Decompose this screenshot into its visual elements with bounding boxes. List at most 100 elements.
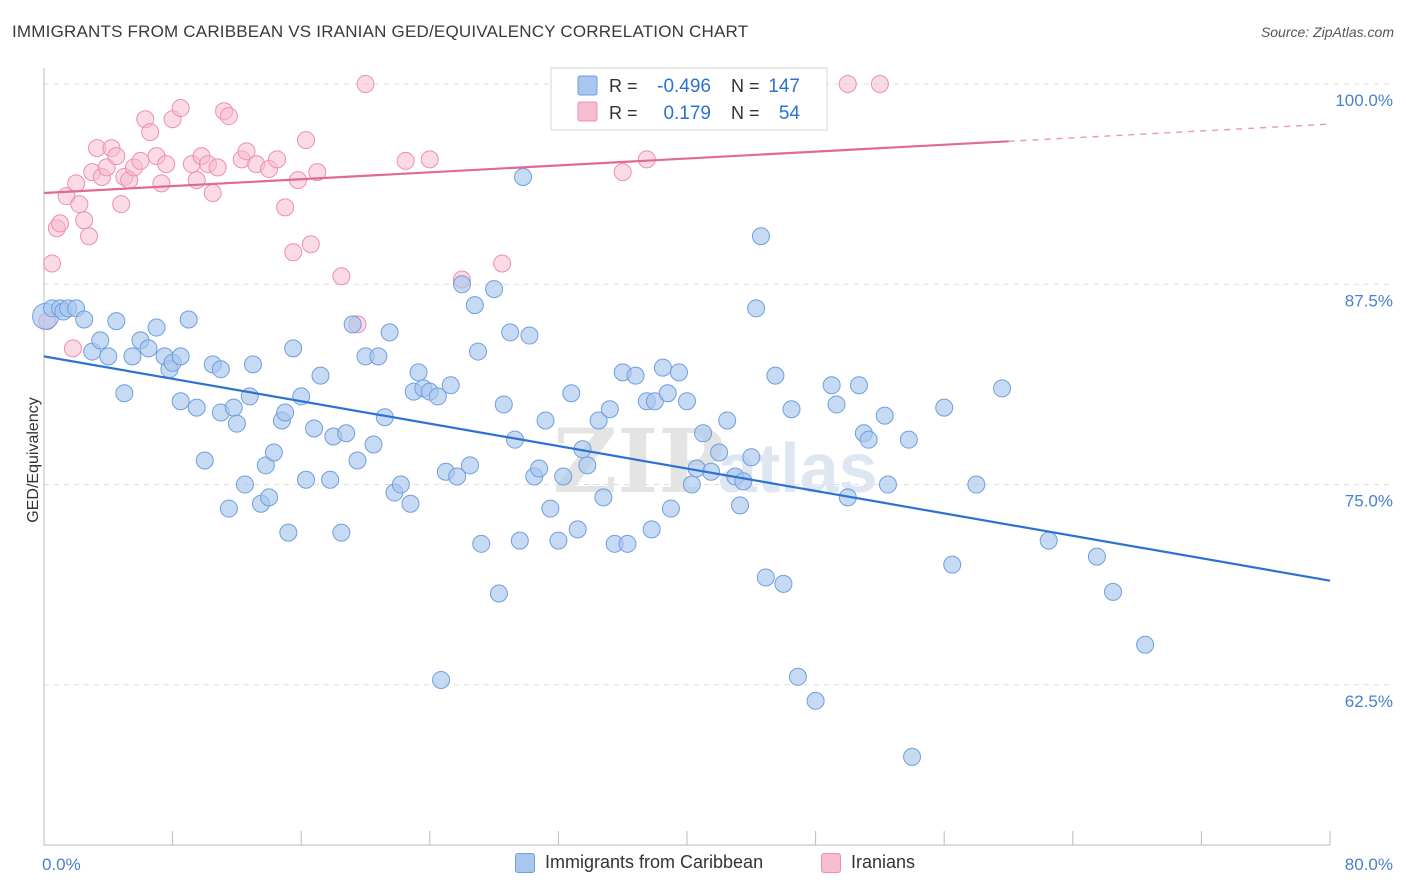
- blue-point-11: [115, 384, 134, 403]
- legend-swatch-iranians: [821, 852, 841, 873]
- blue-point-22: [187, 398, 206, 417]
- legend-n-label-2: N =: [731, 103, 760, 123]
- pink-point-44: [297, 131, 316, 150]
- trend-line-caribbean: [43, 355, 1331, 582]
- blue-point-135: [943, 555, 962, 574]
- blue-point-132: [899, 430, 918, 449]
- pink-point-27: [171, 99, 190, 118]
- blue-point-66: [441, 376, 460, 395]
- blue-point-87: [562, 384, 581, 403]
- legend-n-value-2: 54: [779, 103, 801, 124]
- pink-point-9: [80, 227, 99, 246]
- blue-point-123: [806, 691, 825, 710]
- blue-point-14: [139, 339, 158, 358]
- pink-point-35: [219, 107, 238, 126]
- blue-point-120: [774, 574, 793, 593]
- legend-r-value-2: 0.179: [663, 103, 711, 124]
- blue-point-44: [311, 366, 330, 385]
- legend-swatch-caribbean: [515, 852, 535, 873]
- blue-point-79: [514, 167, 533, 186]
- y-tick-label-1: 75.0%: [1345, 492, 1393, 511]
- blue-point-55: [380, 323, 399, 342]
- pink-point-1: [43, 254, 62, 273]
- blue-point-84: [541, 499, 560, 518]
- blue-point-76: [501, 323, 520, 342]
- x-tick-labels: 0.0% 80.0%: [42, 855, 1393, 874]
- blue-point-101: [653, 358, 672, 377]
- blue-point-99: [642, 520, 661, 539]
- series-caribbean: [32, 167, 1155, 766]
- blue-point-102: [658, 384, 677, 403]
- blue-point-10: [107, 312, 126, 331]
- blue-point-118: [756, 568, 775, 587]
- blue-point-74: [489, 584, 508, 603]
- blue-point-40: [284, 339, 303, 358]
- y-tick-label-0: 62.5%: [1345, 692, 1393, 711]
- pink-point-15: [107, 147, 126, 166]
- blue-point-42: [297, 470, 316, 489]
- blue-point-125: [827, 395, 846, 414]
- blue-point-127: [850, 376, 869, 395]
- blue-point-39: [279, 523, 298, 542]
- blue-point-15: [147, 318, 166, 337]
- blue-point-52: [364, 435, 383, 454]
- blue-point-58: [401, 494, 420, 513]
- pink-point-5: [63, 339, 82, 358]
- blue-point-70: [465, 296, 484, 315]
- blue-point-49: [343, 315, 362, 334]
- blue-point-63: [428, 387, 447, 406]
- axes: [43, 68, 1331, 846]
- blue-point-91: [589, 411, 608, 430]
- legend-swatch-blue: [577, 75, 598, 96]
- blue-point-119: [766, 366, 785, 385]
- blue-point-122: [788, 667, 807, 686]
- blue-point-134: [935, 398, 954, 417]
- blue-point-106: [682, 475, 701, 494]
- blue-point-71: [469, 342, 488, 361]
- legend-n-value-1: 147: [768, 76, 800, 97]
- blue-point-108: [694, 424, 713, 443]
- blue-point-45: [321, 470, 340, 489]
- blue-point-105: [678, 392, 696, 411]
- blue-point-75: [494, 395, 513, 414]
- blue-point-35: [260, 488, 279, 507]
- blue-point-60: [409, 363, 428, 382]
- pink-point-41: [276, 198, 295, 217]
- legend-item-iranians: Iranians: [821, 852, 915, 873]
- blue-point-103: [661, 499, 680, 518]
- blue-point-117: [751, 227, 770, 246]
- blue-point-26: [211, 360, 230, 379]
- blue-point-80: [520, 326, 539, 345]
- blue-point-110: [710, 443, 729, 462]
- legend-r-label-2: R =: [609, 103, 638, 123]
- blue-point-104: [669, 363, 688, 382]
- y-tick-label-3: 100.0%: [1335, 91, 1393, 110]
- trend-lines: [43, 123, 1331, 582]
- pink-point-51: [420, 150, 439, 169]
- pink-point-22: [141, 123, 160, 142]
- blue-point-116: [747, 299, 766, 318]
- blue-point-43: [305, 419, 324, 438]
- blue-point-69: [460, 456, 479, 475]
- blue-point-136: [967, 475, 986, 494]
- blue-point-67: [448, 467, 467, 486]
- pink-point-57: [870, 75, 889, 94]
- grid-lines: [44, 83, 1392, 686]
- legend-r-value-1: -0.496: [657, 76, 711, 97]
- legend-r-label-1: R =: [609, 76, 638, 96]
- legend-label-iranians: Iranians: [851, 852, 916, 872]
- blue-point-72: [472, 534, 491, 553]
- blue-point-78: [510, 531, 529, 550]
- pink-point-33: [208, 158, 227, 177]
- pink-point-7: [70, 195, 89, 214]
- blue-point-96: [618, 534, 637, 553]
- pink-point-45: [301, 235, 320, 254]
- pink-point-6: [67, 174, 86, 193]
- blue-point-130: [875, 406, 894, 425]
- legend-item-caribbean: Immigrants from Caribbean: [515, 852, 763, 873]
- pink-point-49: [356, 75, 375, 94]
- pink-point-37: [237, 142, 256, 161]
- blue-point-27: [219, 499, 238, 518]
- blue-point-68: [452, 275, 471, 294]
